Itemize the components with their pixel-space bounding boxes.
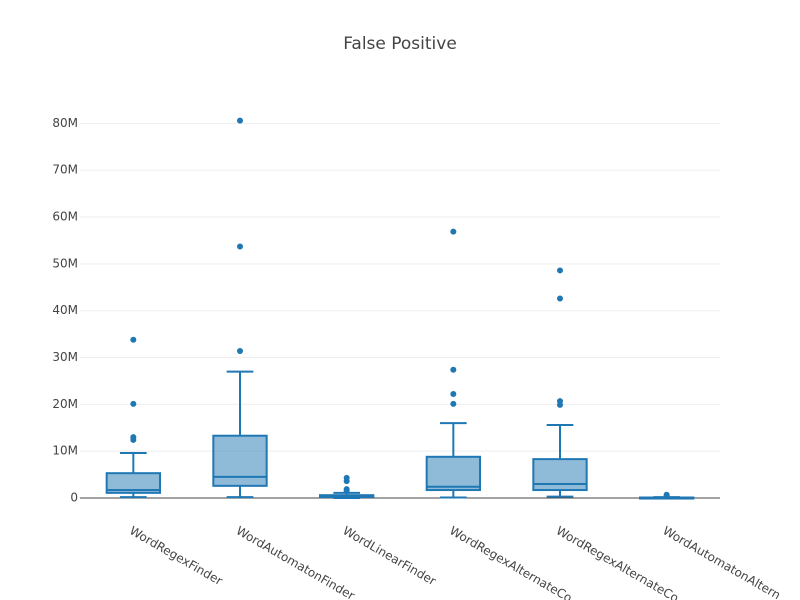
y-tick-label: 20M [52,397,78,411]
outlier [130,434,137,441]
box [532,458,588,492]
outlier [237,243,243,250]
y-tick-label: 80M [52,116,78,130]
x-tick-label: WordAutomatonFinder [234,524,357,600]
x-tick-label: WordAutomatonAltern [660,524,782,600]
outlier [450,228,457,235]
y-tick-label: 10M [52,444,78,458]
chart-title: False Positive [343,34,457,54]
x-tick-label: WordRegexFinder [127,524,225,589]
outlier [130,336,137,343]
outlier [130,400,137,407]
x-tick-label: WordLinearFinder [340,524,438,589]
y-tick-label: 30M [52,350,78,364]
outlier [450,366,457,373]
box [425,455,481,492]
outlier [557,295,563,302]
y-tick-label: 40M [52,303,78,317]
y-tick-label: 0 [70,491,78,505]
outlier [237,117,243,124]
box [212,434,268,487]
outlier [343,486,350,493]
y-tick-label: 50M [52,256,78,270]
outlier [450,400,457,407]
outlier [237,347,243,354]
outlier [343,474,350,481]
outlier [557,267,563,274]
outlier [450,391,457,398]
y-tick-label: 70M [52,163,78,177]
box [105,472,161,494]
outlier [557,398,563,405]
y-tick-label: 60M [52,210,78,224]
outlier [663,491,670,498]
